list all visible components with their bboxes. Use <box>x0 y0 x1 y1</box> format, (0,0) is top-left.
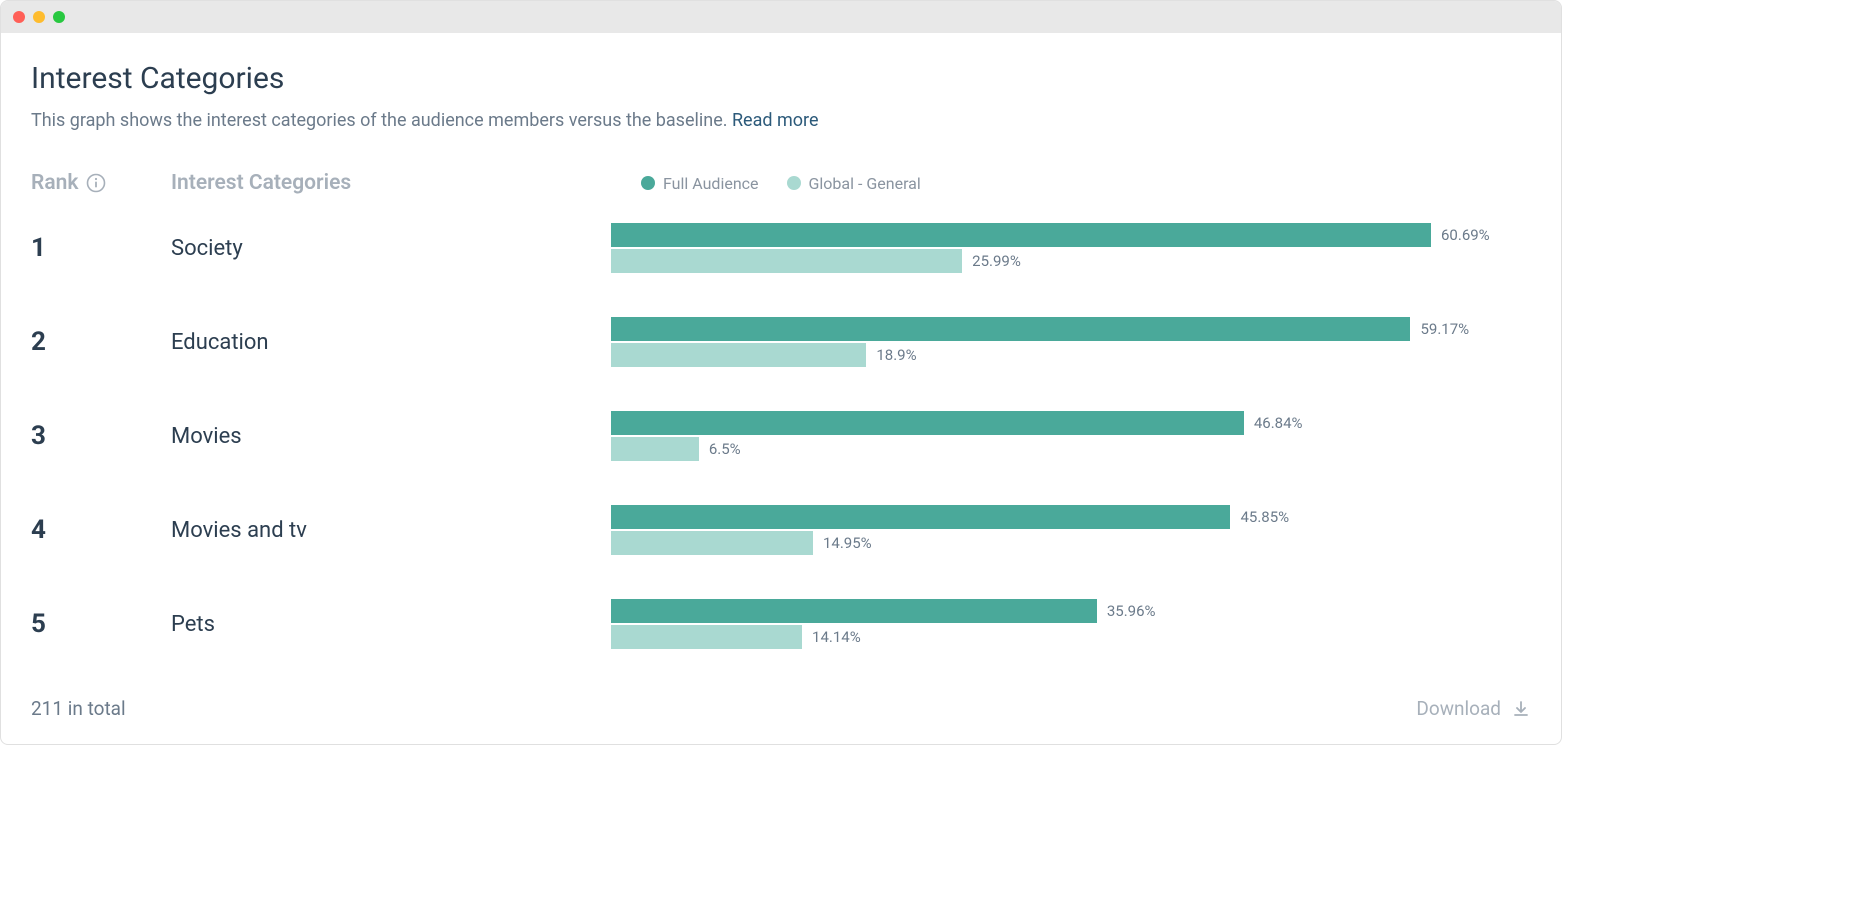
bar-full-audience <box>611 505 1230 529</box>
rank-cell: 4 <box>31 515 171 545</box>
bar-wrap: 59.17% <box>611 317 1531 341</box>
rank-cell: 2 <box>31 327 171 357</box>
chart-row: 3Movies 46.84% 6.5% <box>31 411 1531 461</box>
bars-cell: 35.96% 14.14% <box>611 599 1531 649</box>
legend-dot-icon <box>787 176 801 190</box>
chart-rows: 1Society 60.69% 25.99% 2Education 59.17% 18.9… <box>31 223 1531 649</box>
category-cell: Society <box>171 236 611 261</box>
bars-cell: 59.17% 18.9% <box>611 317 1531 367</box>
category-cell: Education <box>171 330 611 355</box>
bar-global-general <box>611 625 802 649</box>
bar-value-label: 25.99% <box>972 252 1021 270</box>
category-cell: Movies and tv <box>171 518 611 543</box>
chart-row: 2Education 59.17% 18.9% <box>31 317 1531 367</box>
bar-wrap: 60.69% <box>611 223 1531 247</box>
window-maximize-dot[interactable] <box>53 11 65 23</box>
bar-global-general <box>611 249 962 273</box>
info-icon[interactable] <box>86 173 106 193</box>
bar-wrap: 14.95% <box>611 531 1531 555</box>
bar-wrap: 35.96% <box>611 599 1531 623</box>
bar-wrap: 18.9% <box>611 343 1531 367</box>
legend-label: Global - General <box>809 174 921 193</box>
bar-full-audience <box>611 411 1244 435</box>
total-count-label: 211 in total <box>31 697 126 720</box>
legend-item-full-audience: Full Audience <box>641 174 759 193</box>
bar-wrap: 6.5% <box>611 437 1531 461</box>
rank-cell: 5 <box>31 609 171 639</box>
rank-cell: 1 <box>31 233 171 263</box>
chart-row: 4Movies and tv 45.85% 14.95% <box>31 505 1531 555</box>
legend-dot-icon <box>641 176 655 190</box>
bar-global-general <box>611 343 866 367</box>
bar-value-label: 14.14% <box>812 628 861 646</box>
download-label: Download <box>1416 697 1501 720</box>
page-subtitle: This graph shows the interest categories… <box>31 110 1531 131</box>
category-cell: Pets <box>171 612 611 637</box>
bar-wrap: 46.84% <box>611 411 1531 435</box>
bar-value-label: 60.69% <box>1441 226 1490 244</box>
bar-value-label: 59.17% <box>1420 320 1469 338</box>
legend-label: Full Audience <box>663 174 759 193</box>
bar-full-audience <box>611 317 1410 341</box>
bar-value-label: 14.95% <box>823 534 872 552</box>
bar-value-label: 46.84% <box>1254 414 1303 432</box>
read-more-link[interactable]: Read more <box>732 110 819 131</box>
app-window: Interest Categories This graph shows the… <box>0 0 1562 745</box>
bars-cell: 46.84% 6.5% <box>611 411 1531 461</box>
window-close-dot[interactable] <box>13 11 25 23</box>
bars-cell: 60.69% 25.99% <box>611 223 1531 273</box>
bars-cell: 45.85% 14.95% <box>611 505 1531 555</box>
bar-global-general <box>611 531 813 555</box>
bar-wrap: 45.85% <box>611 505 1531 529</box>
chart-legend: Full Audience Global - General <box>641 174 921 193</box>
legend-item-global-general: Global - General <box>787 174 921 193</box>
subtitle-text: This graph shows the interest categories… <box>31 110 732 131</box>
bar-value-label: 45.85% <box>1240 508 1289 526</box>
table-headers: Rank Interest Categories Full Audience <box>31 171 1531 195</box>
download-icon <box>1511 699 1531 719</box>
category-cell: Movies <box>171 424 611 449</box>
bar-value-label: 18.9% <box>876 346 916 364</box>
footer: 211 in total Download <box>31 697 1531 720</box>
page-title: Interest Categories <box>31 61 1531 96</box>
window-titlebar <box>1 1 1561 33</box>
bar-wrap: 14.14% <box>611 625 1531 649</box>
categories-header: Interest Categories <box>171 171 611 195</box>
rank-cell: 3 <box>31 421 171 451</box>
rank-header: Rank <box>31 171 171 195</box>
bar-value-label: 6.5% <box>709 440 741 458</box>
window-minimize-dot[interactable] <box>33 11 45 23</box>
chart-row: 1Society 60.69% 25.99% <box>31 223 1531 273</box>
download-button[interactable]: Download <box>1416 697 1531 720</box>
bar-value-label: 35.96% <box>1107 602 1156 620</box>
content-area: Interest Categories This graph shows the… <box>1 33 1561 744</box>
bar-global-general <box>611 437 699 461</box>
bar-full-audience <box>611 223 1431 247</box>
bar-wrap: 25.99% <box>611 249 1531 273</box>
chart-row: 5Pets 35.96% 14.14% <box>31 599 1531 649</box>
bar-full-audience <box>611 599 1097 623</box>
rank-header-label: Rank <box>31 171 78 195</box>
